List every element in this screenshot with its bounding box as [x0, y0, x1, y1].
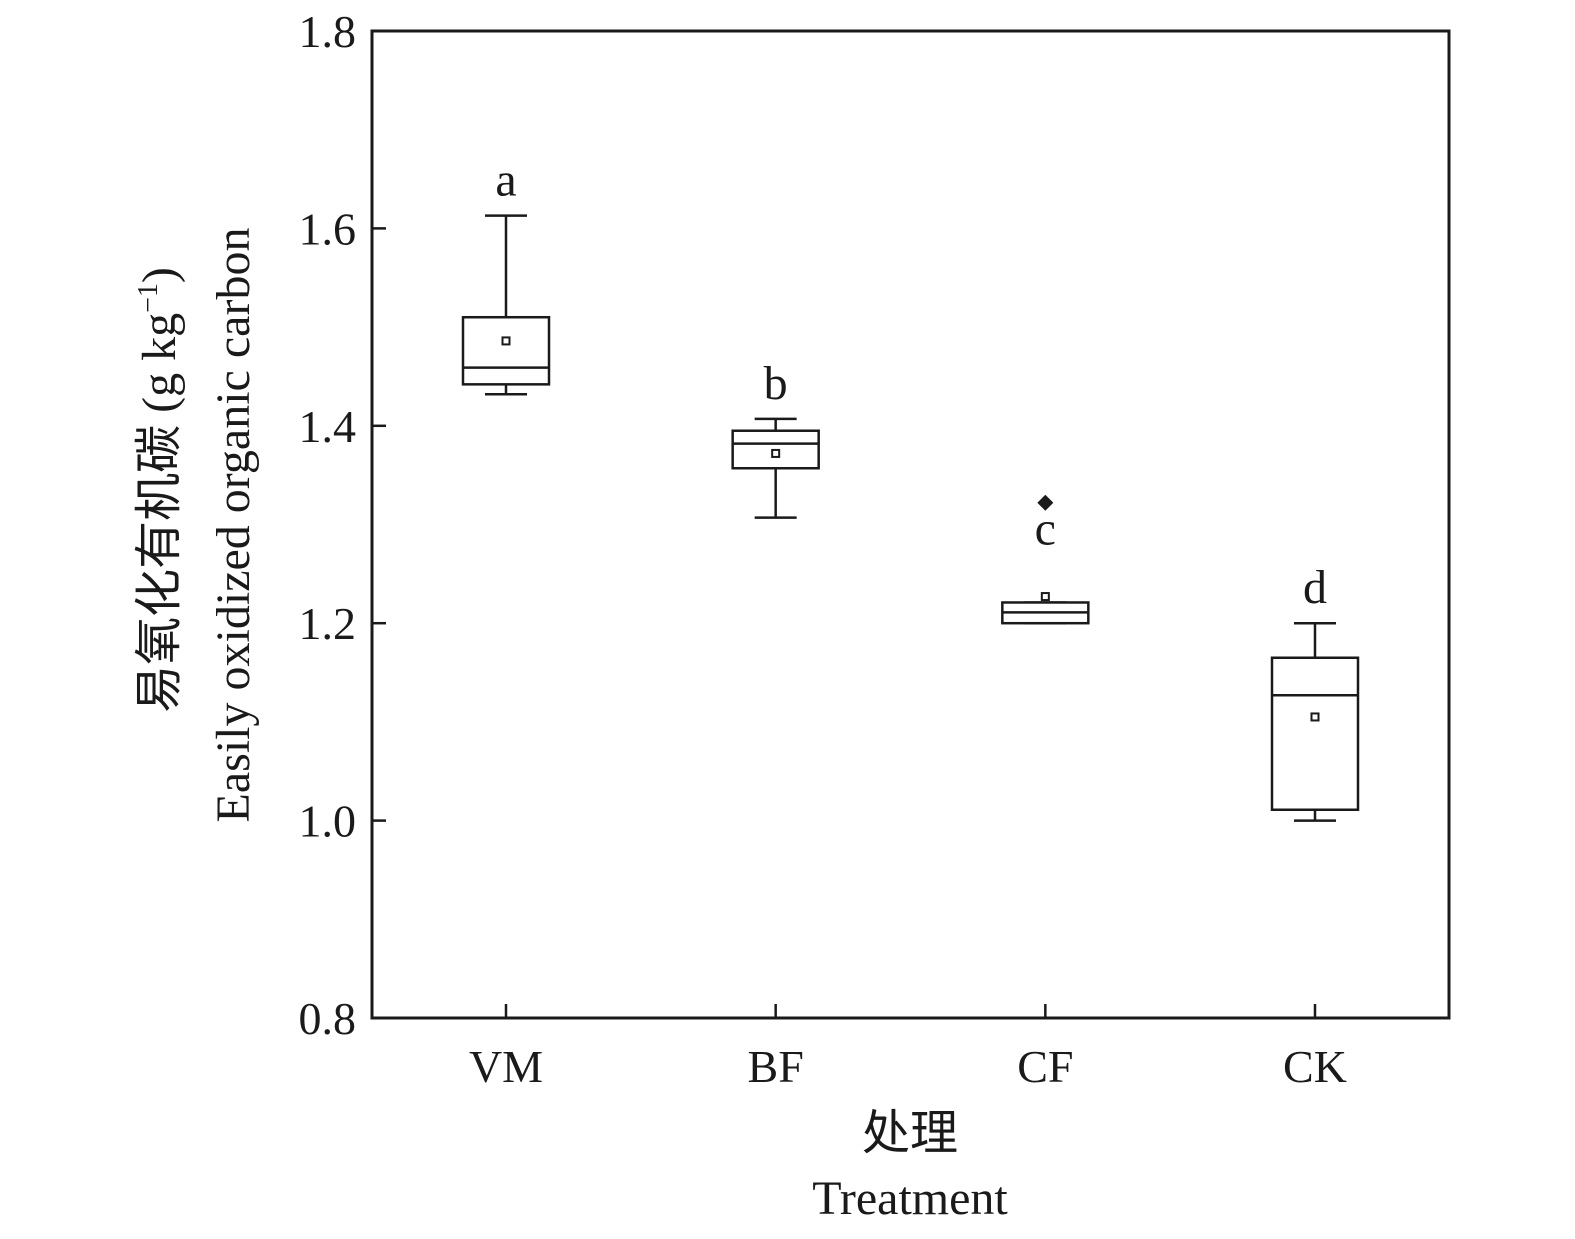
significance-letter: a [495, 154, 516, 207]
x-tick-label: BF [748, 1041, 804, 1092]
y-axis-title-en: Easily oxidized organic carbon [207, 228, 260, 823]
x-axis-title-cn: 处理 [862, 1107, 958, 1160]
y-axis-title-close: ) [133, 267, 186, 283]
box-iqr [1270, 656, 1360, 811]
y-tick-label: 0.8 [299, 993, 357, 1044]
box-vm: a [461, 154, 551, 396]
y-tick-label: 1.0 [299, 796, 357, 847]
y-axis: 0.8 1.0 1.2 1.4 1.6 1.8 [299, 6, 386, 1044]
y-axis-title-cn: 易氧化有机碳 (g kg [133, 313, 186, 713]
y-axis-title-sup: −1 [133, 283, 164, 313]
boxes-layer: a b c d [461, 154, 1360, 822]
x-axis: VM BF CF CK [469, 1004, 1347, 1092]
y-tick-label: 1.4 [299, 401, 357, 452]
mean-marker [1040, 592, 1050, 602]
y-tick-label: 1.8 [299, 6, 357, 57]
svg-text:易氧化有机碳 (g kg−1): 易氧化有机碳 (g kg−1) [133, 267, 186, 713]
x-tick-label: CF [1017, 1041, 1073, 1092]
x-tick-label: CK [1283, 1041, 1347, 1092]
box-cf: c [1001, 494, 1090, 625]
box-ck: d [1270, 561, 1360, 822]
plot-frame [370, 29, 1451, 1020]
mean-marker [501, 336, 511, 346]
significance-letter: c [1035, 502, 1056, 555]
y-tick-label: 1.6 [299, 203, 357, 254]
box-iqr [461, 315, 551, 386]
x-tick-label: VM [469, 1041, 543, 1092]
significance-letter: b [764, 357, 788, 410]
box-bf: b [731, 357, 820, 519]
mean-marker [1310, 712, 1320, 722]
y-axis-title: 易氧化有机碳 (g kg−1) [133, 267, 186, 713]
x-axis-title-en: Treatment [812, 1172, 1008, 1225]
y-tick-label: 1.2 [299, 598, 357, 649]
significance-letter: d [1303, 561, 1327, 614]
mean-marker [771, 448, 781, 458]
outlier-point [1037, 494, 1054, 511]
